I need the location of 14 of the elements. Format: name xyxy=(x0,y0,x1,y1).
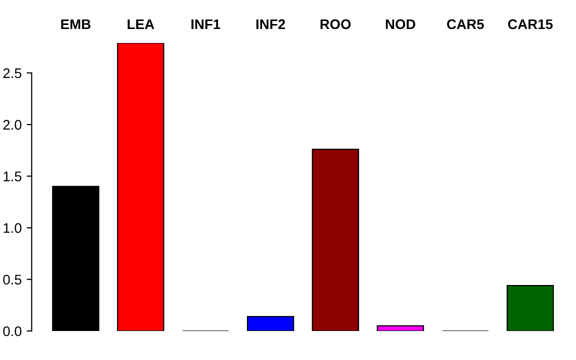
x-tick-label: LEA xyxy=(128,19,154,30)
x-tick-label: INF2 xyxy=(256,19,286,30)
y-tick-label: 1.0 xyxy=(4,223,22,233)
x-tick-label: INF1 xyxy=(191,19,220,30)
x-tick-label: CAR5 xyxy=(447,19,484,30)
y-tick-label: 2.0 xyxy=(3,120,22,130)
y-tick-label: 0.0 xyxy=(3,326,22,336)
x-tick-label: NOD xyxy=(386,19,416,30)
y-tick-label: 1.5 xyxy=(4,172,22,182)
x-tick-label: ROO xyxy=(320,19,351,30)
x-tick-label: CAR15 xyxy=(508,19,553,30)
x-tick-label: EMB xyxy=(61,19,91,30)
y-tick-label: 2.5 xyxy=(3,68,22,78)
y-tick-label: 0.5 xyxy=(3,274,22,285)
